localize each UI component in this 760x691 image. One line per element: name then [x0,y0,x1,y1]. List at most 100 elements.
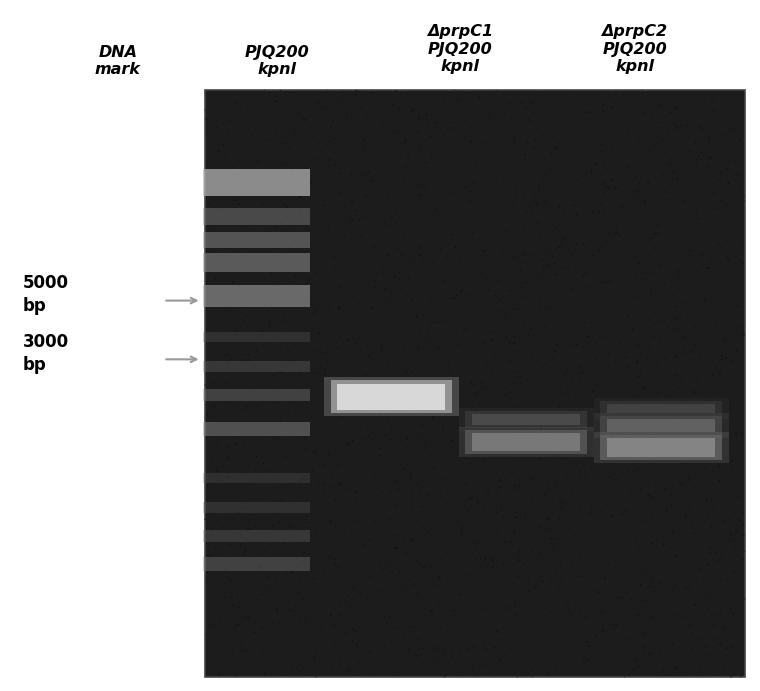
Point [734,267,746,278]
Point [329,460,341,471]
Point [407,337,420,348]
Point [209,401,221,412]
Point [288,580,300,591]
Point [670,323,682,334]
Point [540,566,553,577]
Point [406,489,418,500]
Point [292,278,304,290]
Point [571,174,583,185]
Point [476,341,488,352]
Point [204,620,216,631]
Point [699,190,711,201]
Point [391,618,403,629]
Point [399,629,411,640]
Point [236,354,249,366]
Point [325,470,337,481]
Point [428,546,440,557]
Point [267,523,279,534]
Point [735,671,747,682]
Point [737,265,749,276]
Point [708,456,720,467]
Point [688,548,700,559]
Point [219,255,231,266]
Point [489,290,501,301]
Point [289,406,301,417]
Point [626,559,638,570]
Point [506,419,518,430]
Point [549,490,562,501]
Point [684,98,696,109]
Point [421,511,433,522]
Point [382,308,394,319]
Point [739,546,751,557]
Point [309,546,321,557]
Point [359,666,372,677]
Point [340,343,352,354]
Point [677,297,689,308]
Point [584,227,596,238]
Point [613,229,625,240]
Point [508,419,520,430]
Point [667,174,679,185]
Point [398,659,410,670]
Point [727,330,739,341]
Point [306,571,318,583]
Point [414,107,426,118]
Point [461,353,473,364]
Point [520,589,532,600]
Point [546,262,558,273]
Point [424,200,436,211]
Point [739,195,751,206]
Point [420,113,432,124]
Point [565,608,577,619]
Point [511,346,524,357]
Point [538,312,550,323]
Point [498,559,510,570]
Point [714,365,727,376]
Point [688,227,700,238]
Point [479,100,491,111]
Point [608,400,620,411]
Point [699,408,711,419]
Point [568,200,581,211]
Point [334,381,347,392]
Point [707,369,719,380]
Point [340,596,352,607]
Point [417,102,429,113]
Point [692,547,705,558]
Point [650,93,662,104]
Point [339,122,351,133]
Point [278,625,290,636]
Point [535,575,547,586]
Bar [202,332,310,343]
Point [701,319,713,330]
Point [559,263,572,274]
Point [317,478,329,489]
Point [604,666,616,677]
Point [264,225,277,236]
Point [390,122,402,133]
Point [678,320,690,331]
Point [537,173,549,184]
Point [598,235,610,246]
Point [647,155,659,167]
Point [328,387,340,398]
Point [614,556,626,567]
Point [565,375,578,386]
Point [296,594,309,605]
Point [669,411,681,422]
Point [673,573,686,584]
Point [240,389,252,400]
Point [387,220,399,231]
Point [395,270,407,281]
Point [670,218,682,229]
Point [218,503,230,514]
Point [323,448,335,460]
Point [660,392,672,404]
Point [730,359,743,370]
Point [413,382,425,393]
Point [321,615,334,626]
Point [641,116,654,127]
Point [227,584,239,595]
Point [643,314,655,325]
